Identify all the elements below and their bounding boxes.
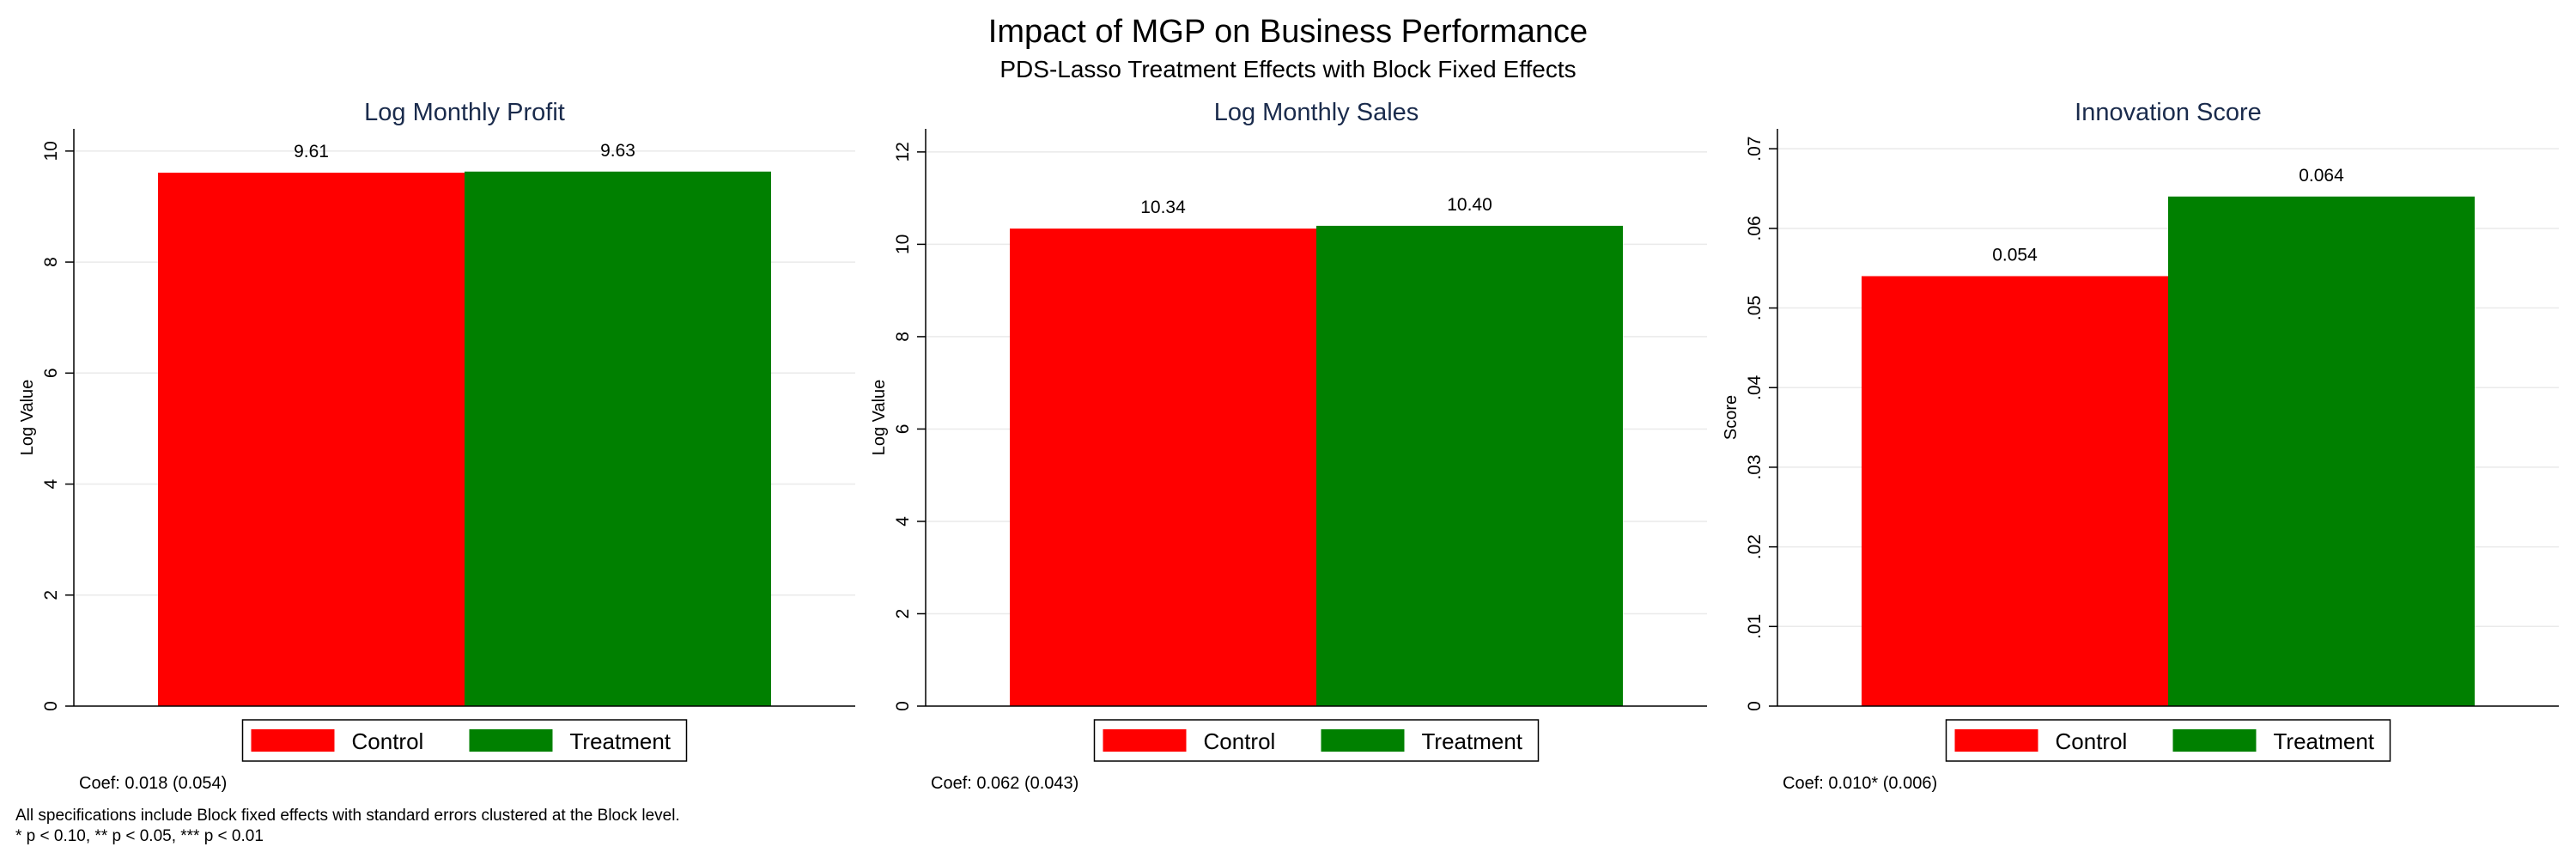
y-axis-label: Score (1722, 395, 1741, 440)
bar-treatment (1316, 225, 1623, 706)
panel-1: Log Monthly Profit 0 2 4 6 8 10 Log Value 9.61 9.… (18, 99, 855, 793)
legend-swatch-treatment (2172, 729, 2257, 752)
footnote: All specifications include Block fixed e… (15, 806, 680, 847)
footnote-fixed-effects: All specifications include Block fixed e… (15, 807, 680, 825)
panel-2: Log Monthly Sales 0 2 4 6 8 10 12 Log Value 10.34… (870, 99, 1707, 793)
y-tick-label: 0 (893, 701, 913, 711)
legend-label: Treatment (2274, 728, 2375, 754)
y-tick-label: .01 (1745, 614, 1765, 639)
y-tick-label: .04 (1745, 375, 1765, 400)
panel-title: Log Monthly Profit (364, 99, 565, 126)
bar-value-label: 9.61 (294, 142, 329, 161)
bar-treatment (2168, 196, 2475, 707)
y-tick-label: .06 (1745, 216, 1765, 241)
panel-3: Innovation Score 0 .01 .02 .03 .04 .05 .06 .07 Sc… (1722, 99, 2559, 793)
legend-swatch-control (1954, 729, 2038, 752)
legend-swatch-treatment (469, 729, 553, 752)
y-tick-label: 0 (1745, 701, 1765, 711)
y-tick-label: .07 (1745, 137, 1765, 161)
legend-label: Treatment (1422, 728, 1523, 754)
bar-control (1862, 276, 2168, 706)
y-axis-label: Log Value (870, 380, 889, 456)
y-tick-label: 6 (41, 368, 61, 378)
coef-note: Coef: 0.062 (0.043) (931, 774, 1078, 793)
panel-title: Innovation Score (2075, 99, 2262, 126)
footnote-significance: * p < 0.10, ** p < 0.05, *** p < 0.01 (15, 827, 264, 845)
y-tick-label: 10 (893, 235, 913, 254)
bar-value-label: 9.63 (600, 141, 635, 161)
y-tick-label: 4 (893, 516, 913, 527)
bar-value-label: 0.054 (1992, 245, 2038, 265)
y-tick-label: 8 (41, 257, 61, 267)
y-tick-label: .05 (1745, 295, 1765, 320)
legend-label: Treatment (570, 728, 671, 754)
bar-treatment (465, 171, 771, 706)
bar-value-label: 10.34 (1140, 198, 1186, 217)
legend-label: Control (2056, 728, 2128, 754)
bar-control (1010, 228, 1316, 707)
panel-title: Log Monthly Sales (1214, 99, 1419, 126)
y-tick-label: .03 (1745, 454, 1765, 479)
y-axis-label: Log Value (18, 380, 37, 456)
y-tick-label: 6 (893, 424, 913, 435)
y-tick-label: 8 (893, 332, 913, 342)
chart-subtitle: PDS-Lasso Treatment Effects with Block F… (999, 56, 1577, 82)
y-tick-label: .02 (1745, 534, 1765, 559)
bar-value-label: 0.064 (2299, 166, 2344, 186)
legend-swatch-control (251, 729, 335, 752)
legend-label: Control (352, 728, 424, 754)
y-tick-label: 0 (41, 701, 61, 711)
y-tick-label: 10 (41, 141, 61, 161)
y-tick-label: 4 (41, 478, 61, 489)
bar-value-label: 10.40 (1447, 195, 1492, 215)
chart-title: Impact of MGP on Business Performance (987, 14, 1589, 50)
legend-label: Control (1204, 728, 1276, 754)
coef-note: Coef: 0.010* (0.006) (1783, 774, 1937, 793)
legend-swatch-control (1103, 729, 1187, 752)
bar-control (158, 173, 465, 707)
y-tick-label: 12 (893, 142, 913, 161)
coef-note: Coef: 0.018 (0.054) (79, 774, 227, 793)
y-tick-label: 2 (893, 609, 913, 619)
legend-swatch-treatment (1321, 729, 1405, 752)
y-tick-label: 2 (41, 590, 61, 600)
